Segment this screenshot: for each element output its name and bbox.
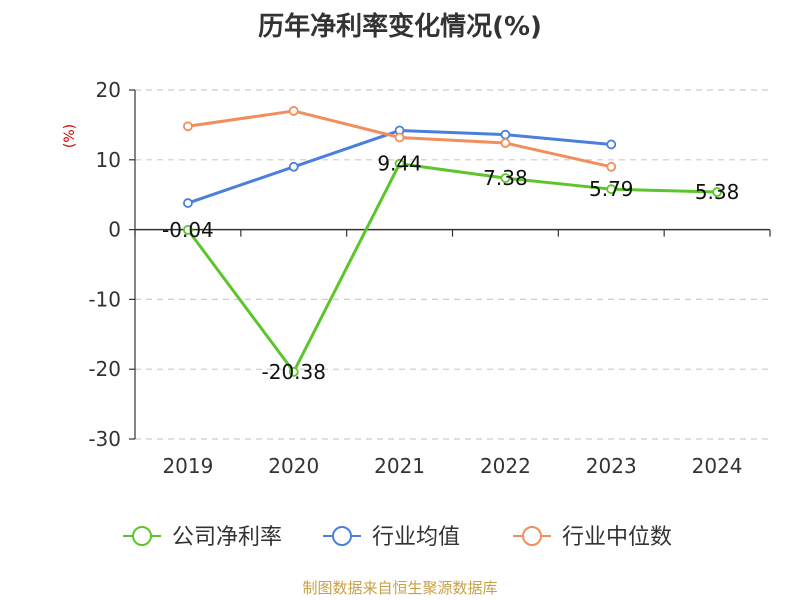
data-point bbox=[500, 138, 511, 148]
data-point bbox=[500, 173, 511, 183]
x-tick-label: 2020 bbox=[268, 454, 319, 478]
legend-circle-icon bbox=[332, 526, 352, 546]
x-tick-label: 2022 bbox=[480, 454, 531, 478]
source-note: 制图数据来自恒生聚源数据库 bbox=[302, 579, 498, 597]
x-tick-label: 2021 bbox=[374, 454, 425, 478]
series-line bbox=[186, 162, 718, 374]
data-point bbox=[394, 158, 405, 169]
legend-item[interactable]: 行业中位数 bbox=[513, 525, 672, 550]
data-point bbox=[606, 139, 617, 150]
legend-label: 公司净利率 bbox=[172, 525, 282, 550]
data-label: 7.38 bbox=[483, 166, 528, 190]
data-label: -0.04 bbox=[162, 218, 214, 242]
data-point bbox=[606, 184, 617, 195]
data-label: 5.38 bbox=[695, 180, 740, 204]
data-label: 9.44 bbox=[377, 152, 422, 176]
legend-item[interactable]: 行业均值 bbox=[323, 525, 460, 550]
legend[interactable]: 公司净利率 行业均值 行业中位数 bbox=[123, 525, 672, 550]
legend-label: 行业中位数 bbox=[562, 525, 672, 550]
x-tick-label: 2023 bbox=[586, 454, 637, 478]
legend-item[interactable]: 公司净利率 bbox=[123, 525, 282, 550]
x-tick-label: 2024 bbox=[692, 454, 743, 478]
chart-title: 历年净利率变化情况(%) bbox=[258, 12, 542, 42]
y-tick-label: 20 bbox=[96, 78, 121, 102]
series-lines bbox=[183, 106, 722, 377]
legend-circle-icon bbox=[522, 526, 542, 546]
y-tick-label: -30 bbox=[88, 427, 121, 451]
gridlines bbox=[135, 89, 770, 440]
data-point bbox=[183, 121, 193, 132]
data-label: 5.79 bbox=[589, 177, 634, 201]
axes: 20 10 0 -10 -20 -30 2019 2020 2021 2022 2023 2024 bbox=[88, 78, 771, 478]
data-label: -20.38 bbox=[262, 360, 326, 384]
data-point bbox=[606, 161, 617, 172]
data-point bbox=[712, 187, 722, 197]
y-tick-label: 0 bbox=[108, 218, 121, 242]
data-point bbox=[394, 132, 405, 143]
legend-circle-icon bbox=[132, 526, 152, 546]
data-point bbox=[183, 198, 193, 208]
data-point bbox=[288, 161, 299, 172]
y-tick-label: -10 bbox=[88, 287, 121, 311]
data-point bbox=[288, 106, 299, 116]
data-labels: -0.04 -20.38 9.44 7.38 5.79 5.38 bbox=[162, 152, 739, 384]
y-tick-label: -20 bbox=[88, 357, 121, 381]
y-tick-label: 10 bbox=[96, 148, 121, 172]
data-point bbox=[183, 224, 193, 235]
data-point bbox=[288, 366, 299, 377]
data-point bbox=[500, 129, 511, 140]
x-tick-label: 2019 bbox=[162, 454, 213, 478]
legend-label: 行业均值 bbox=[372, 525, 460, 550]
